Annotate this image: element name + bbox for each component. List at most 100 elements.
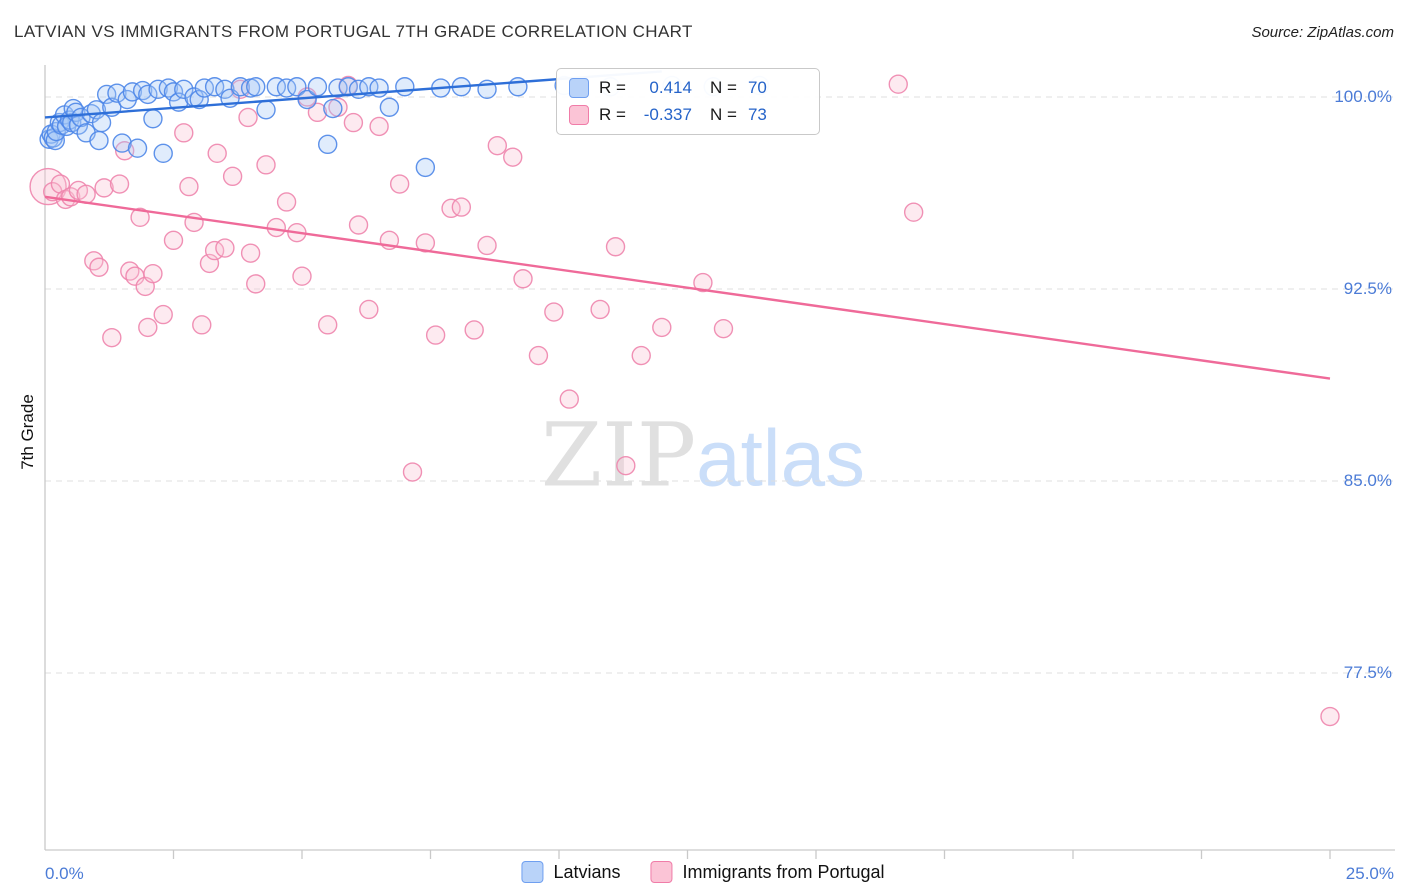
scatter-point-latvians <box>91 112 112 133</box>
watermark-atlas: atlas <box>696 413 866 503</box>
scatter-point-portugal <box>84 251 104 271</box>
scatter-point-portugal <box>192 315 212 335</box>
n-value: 73 <box>747 105 767 124</box>
scatter-point-portugal <box>528 345 549 366</box>
scatter-point-portugal <box>174 123 194 143</box>
trend-line-portugal <box>44 195 1331 380</box>
scatter-point-portugal <box>487 135 508 156</box>
r-value: -0.337 <box>643 105 692 124</box>
scatter-point-portugal <box>590 299 610 320</box>
scatter-point-portugal <box>102 327 122 348</box>
scatter-point-portugal <box>50 174 71 194</box>
scatter-point-latvians <box>71 107 91 128</box>
scatter-point-portugal <box>89 257 109 277</box>
scatter-point-portugal <box>318 315 338 335</box>
scatter-point-portugal <box>1320 706 1340 727</box>
scatter-point-portugal <box>109 174 130 194</box>
scatter-point-portugal <box>369 116 389 137</box>
watermark-zip: ZIP <box>540 403 697 507</box>
n-value: 70 <box>747 78 767 97</box>
scatter-point-latvians <box>318 134 338 155</box>
y-tick-label: 85.0% <box>1343 471 1392 490</box>
legend-label: Immigrants from Portugal <box>682 861 885 882</box>
n-label: N = <box>709 105 737 124</box>
scatter-point-portugal <box>94 178 114 198</box>
scatter-point-latvians <box>395 77 415 97</box>
scatter-point-latvians <box>266 77 286 97</box>
scatter-point-portugal <box>903 202 924 222</box>
scatter-point-portugal <box>605 237 626 257</box>
scatter-point-portugal <box>130 207 150 228</box>
scatter-point-latvians <box>174 79 194 100</box>
scatter-point-portugal <box>402 462 423 482</box>
scatter-point-latvians <box>246 77 266 97</box>
legend-item-portugal: Immigrants from Portugal <box>650 861 885 883</box>
scatter-point-latvians <box>148 79 168 100</box>
scatter-point-latvians <box>256 100 276 120</box>
scatter-point-portugal <box>292 266 312 286</box>
scatter-point-portugal <box>652 317 672 338</box>
scatter-point-latvians <box>328 78 348 98</box>
scatter-point-portugal <box>559 389 579 409</box>
scatter-point-latvians <box>189 89 209 110</box>
scatter-point-portugal <box>215 238 235 258</box>
scatter-point-portugal <box>256 155 276 175</box>
source-attribution: Source: ZipAtlas.com <box>1251 24 1394 41</box>
scatter-point-portugal <box>240 243 261 263</box>
y-tick-label: 92.5% <box>1343 279 1392 298</box>
scatter-point-portugal <box>143 263 163 284</box>
scatter-point-portugal <box>207 143 227 164</box>
scatter-point-latvians <box>194 78 215 98</box>
scatter-point-portugal <box>631 345 651 366</box>
scatter-point-portugal <box>179 176 199 197</box>
scatter-point-latvians <box>307 77 328 97</box>
scatter-point-portugal <box>307 102 328 123</box>
scatter-point-portugal <box>544 302 564 322</box>
scatter-point-portugal <box>276 192 297 212</box>
scatter-point-portugal <box>713 318 734 339</box>
scatter-point-latvians <box>415 157 436 178</box>
y-tick-label: 77.5% <box>1343 663 1392 682</box>
latvians-swatch-icon <box>569 78 589 98</box>
scatter-point-portugal <box>513 269 533 289</box>
legend-row-latvians: R = 0.414 N = 70 <box>569 78 807 98</box>
y-tick-label: 100.0% <box>1334 87 1392 106</box>
scatter-point-latvians <box>287 77 307 97</box>
watermark: ZIPatlas <box>541 404 865 507</box>
scatter-point-latvians <box>138 84 158 105</box>
portugal-swatch-icon <box>569 105 589 125</box>
scatter-point-latvians <box>112 133 132 153</box>
scatter-point-portugal <box>222 166 243 187</box>
n-label: N = <box>709 78 737 97</box>
scatter-point-portugal <box>451 197 472 217</box>
scatter-point-latvians <box>508 77 528 97</box>
scatter-point-portugal <box>888 74 908 94</box>
scatter-point-portugal <box>616 455 636 476</box>
scatter-point-latvians <box>127 138 148 158</box>
latvians-swatch-icon <box>521 861 544 883</box>
scatter-point-portugal <box>693 272 713 293</box>
r-label: R = <box>599 78 626 97</box>
scatter-point-latvians <box>369 78 389 98</box>
legend-item-latvians: Latvians <box>521 861 620 883</box>
x-axis-max-label: 25.0% <box>1345 864 1394 883</box>
scatter-point-portugal <box>246 274 266 294</box>
scatter-point-latvians <box>122 82 143 102</box>
correlation-legend-box: R = 0.414 N = 70 R = -0.337 N = 73 <box>556 68 820 135</box>
scatter-point-portugal <box>359 299 379 320</box>
scatter-point-latvians <box>143 109 163 129</box>
r-label: R = <box>599 105 626 124</box>
scatter-point-latvians <box>379 97 400 117</box>
scatter-point-latvians <box>276 78 297 98</box>
scatter-point-portugal <box>441 198 461 219</box>
scatter-point-portugal <box>163 230 184 251</box>
scatter-point-portugal <box>343 112 364 133</box>
scatter-point-latvians <box>230 77 251 97</box>
scatter-point-latvians <box>323 98 343 119</box>
scatter-point-portugal <box>415 233 436 253</box>
scatter-point-portugal <box>477 235 497 256</box>
scatter-point-portugal <box>138 317 158 338</box>
x-axis-min-label: 0.0% <box>45 864 84 883</box>
scatter-point-latvians <box>107 83 127 103</box>
